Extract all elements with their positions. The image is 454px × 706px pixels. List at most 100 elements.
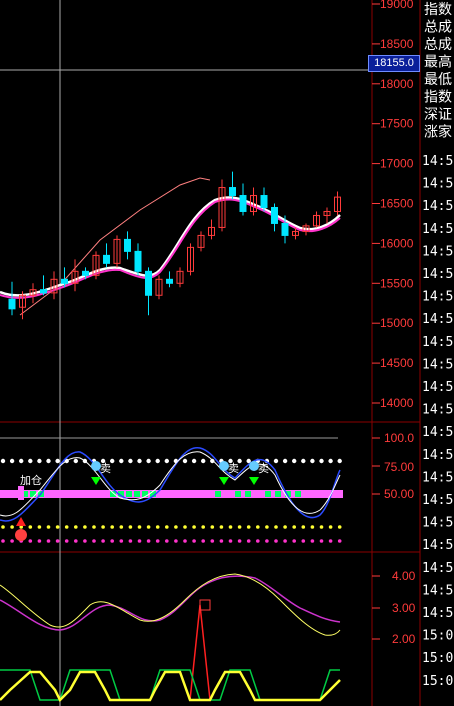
dot (219, 539, 224, 543)
buy-signal-ball-icon (15, 529, 27, 541)
indicator2-axis-label-3: 3.00 (392, 601, 416, 615)
candle-body (334, 196, 341, 212)
dot (310, 525, 315, 529)
white-dot-row (0, 458, 342, 464)
price-axis-label: 15000 (380, 316, 414, 330)
indicator-panel-1: 加仓 卖 卖 卖 (0, 437, 343, 543)
sell-arrow-3-icon (249, 477, 259, 485)
dot (119, 458, 124, 464)
dot (137, 525, 142, 529)
dot (137, 458, 142, 464)
time-label: 14:5 (422, 267, 453, 282)
dot (28, 539, 33, 543)
ma-line-pink (0, 198, 341, 299)
dot (0, 458, 6, 464)
dot (92, 525, 96, 529)
dot (46, 458, 51, 464)
side-panel-label: 总成 (424, 37, 452, 53)
time-label: 14:5 (422, 583, 453, 598)
candle-body (218, 187, 226, 228)
dot (119, 525, 124, 529)
price-axis-label: 17500 (380, 117, 414, 131)
sell-signal-2-icon (219, 461, 229, 471)
dot (201, 525, 205, 529)
dot (1, 539, 5, 543)
dot (28, 525, 33, 529)
side-panel-label: 涨家 (424, 124, 452, 141)
dot (274, 525, 278, 529)
dot (292, 539, 297, 543)
dot (155, 458, 160, 464)
dot (337, 539, 342, 543)
dot (74, 525, 78, 529)
dot (301, 525, 306, 529)
candle-body (271, 206, 278, 224)
dot (73, 458, 79, 464)
dot (37, 525, 42, 529)
price-axis-label: 14500 (380, 356, 414, 370)
dot (174, 539, 178, 543)
dot (192, 539, 196, 543)
price-axis-label: 16500 (380, 197, 414, 211)
side-panel-label: 最低 (424, 72, 452, 88)
candle-body (302, 225, 310, 232)
dot (55, 458, 60, 464)
dot (146, 525, 151, 529)
dot (328, 525, 333, 529)
dot (328, 458, 333, 464)
current-price-box: 18155.0 (368, 55, 420, 72)
candle-body (281, 222, 289, 236)
band-pink (0, 490, 343, 498)
side-panel-label: 指数 (424, 2, 452, 18)
candle-body (176, 270, 184, 284)
time-label: 15:0 (422, 651, 453, 666)
candle-body (208, 226, 215, 236)
side-panel-label: 总成 (424, 20, 452, 36)
dot (237, 458, 242, 464)
side-panel-label: 深证 (424, 107, 452, 123)
price-axis-label: 18500 (380, 37, 414, 51)
price-axis-label: 15500 (380, 276, 414, 290)
dot (55, 539, 60, 543)
side-panel-label: 指数 (424, 90, 452, 106)
indicator2-red-spike (189, 604, 211, 701)
dot (100, 458, 106, 464)
dot (310, 539, 315, 543)
time-label: 14:5 (422, 425, 453, 440)
dot (110, 539, 114, 543)
dot (83, 539, 87, 543)
dot (146, 458, 151, 464)
dot (310, 458, 315, 464)
time-label: 14:5 (422, 403, 453, 418)
candle-body (313, 214, 320, 227)
time-label: 14:5 (422, 335, 453, 350)
dot (228, 539, 233, 543)
dot (10, 539, 14, 543)
dot (110, 458, 115, 464)
dot (164, 458, 169, 464)
ma-line-white (0, 196, 341, 297)
magenta-dot-row (1, 539, 342, 543)
dot (246, 458, 251, 464)
dot (273, 458, 279, 464)
candle-body (323, 210, 331, 216)
dot (319, 525, 324, 529)
dot (301, 458, 306, 464)
time-label: 14:5 (422, 606, 453, 621)
dot (337, 458, 342, 464)
dot (37, 539, 42, 543)
candle-body (229, 187, 236, 197)
time-label: 14:5 (422, 561, 453, 576)
dot (237, 525, 242, 529)
time-label: 14:5 (422, 222, 453, 237)
add-position-marker (18, 486, 24, 500)
time-label: 14:5 (422, 357, 453, 372)
dot (228, 458, 233, 464)
sell-arrow-2-icon (219, 477, 229, 485)
dot (46, 525, 51, 529)
time-label: 14:5 (422, 290, 453, 305)
dot (183, 539, 187, 543)
candle-body (61, 278, 68, 284)
